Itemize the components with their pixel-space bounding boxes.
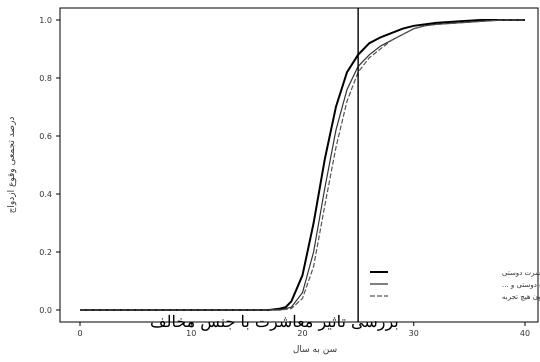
- x-tick-label: 20: [297, 329, 307, 338]
- x-tick-label: 30: [409, 329, 419, 338]
- y-tick-label: 0.6: [39, 132, 52, 141]
- plot-frame: [59, 7, 539, 323]
- x-tick-label: 10: [186, 329, 196, 338]
- series-line-3: [80, 19, 525, 311]
- series-layer: [80, 19, 525, 311]
- y-tick-label: 0.4: [39, 190, 52, 199]
- series-line-2: [80, 19, 525, 311]
- legend-label-2: تجربه معاشرت دوستی و ...: [502, 281, 540, 289]
- x-axis-label: سن به سال: [293, 345, 337, 355]
- y-tick-label: 0.0: [39, 306, 52, 315]
- y-axis-label: درصد تجمعی وقوع ازدواج: [7, 117, 17, 214]
- x-tick-label: 40: [520, 329, 530, 338]
- axes: 0 10 20 30 40 0.0 0.2 0.4 0.6 0.8 1.0: [39, 16, 530, 338]
- y-tick-label: 0.8: [39, 74, 52, 83]
- y-tick-label: 1.0: [39, 16, 52, 25]
- y-tick-label: 0.2: [39, 248, 52, 257]
- caption-text: بررسی تاثیر معاشرت با جنس مخالف: [150, 312, 399, 331]
- legend: فقط تجربه معاشرت دوستی تجربه معاشرت دوستی…: [370, 269, 540, 301]
- series-line-1: [80, 19, 525, 311]
- legend-label-1: فقط تجربه معاشرت دوستی: [502, 269, 540, 277]
- legend-label-3: بدون هیچ تجربه: [502, 293, 540, 301]
- x-tick-label: 0: [77, 329, 82, 338]
